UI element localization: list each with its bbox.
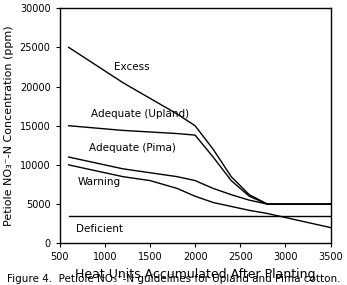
Text: Figure 4.  Petiole NO₃⁻-N guidelines for Upland and Pima cotton.: Figure 4. Petiole NO₃⁻-N guidelines for …: [7, 274, 340, 284]
Text: Warning: Warning: [78, 177, 121, 187]
Text: Deficient: Deficient: [76, 224, 123, 234]
X-axis label: Heat Units Accumulated After Planting: Heat Units Accumulated After Planting: [75, 268, 315, 281]
Y-axis label: Petiole NO₃⁻-N Concentration (ppm): Petiole NO₃⁻-N Concentration (ppm): [4, 25, 14, 226]
Text: Adequate (Upland): Adequate (Upland): [91, 109, 189, 119]
Text: Excess: Excess: [114, 62, 150, 72]
Text: Adequate (Pima): Adequate (Pima): [90, 143, 176, 153]
